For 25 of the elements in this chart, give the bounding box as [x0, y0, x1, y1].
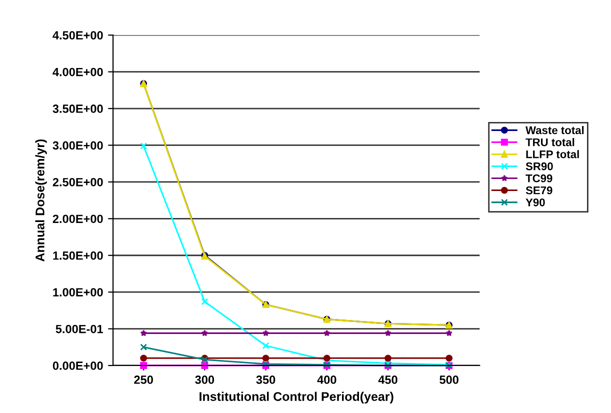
y-axis-title: Annual Dose(rem/yr): [35, 139, 47, 262]
y-tick-label: 4.50E+00: [52, 31, 103, 40]
x-tick-label: 400: [317, 376, 336, 384]
x-tick-label: 300: [195, 376, 214, 384]
legend-label: SE79: [526, 186, 552, 194]
y-tick-label: 4.00E+00: [52, 68, 103, 76]
y-tick-label: 1.50E+00: [53, 251, 103, 260]
legend-label: LLFP total: [526, 150, 579, 158]
y-tick-label: 1.00E+00: [53, 288, 103, 296]
y-tick-label: 2.50E+00: [52, 178, 103, 186]
y-tick-label: 3.00E+00: [52, 141, 103, 150]
legend-label: TRU total: [526, 138, 574, 146]
legend-label: Y90: [526, 198, 545, 206]
legend-label: Waste total: [526, 126, 584, 134]
x-tick-label: 500: [440, 376, 458, 384]
x-axis-title: Institutional Control Period(year): [200, 392, 394, 404]
y-tick-label: 0.00E+00: [52, 362, 103, 370]
x-tick-label: 450: [378, 376, 398, 384]
legend-label: SR90: [526, 162, 553, 170]
legend-label: TC99: [526, 174, 552, 182]
x-tick-label: 350: [256, 376, 276, 384]
y-tick-label: 3.50E+00: [52, 104, 103, 113]
y-tick-label: 5.00E-01: [56, 324, 103, 334]
x-tick-label: 250: [134, 376, 153, 384]
y-tick-label: 2.00E+00: [52, 214, 103, 224]
